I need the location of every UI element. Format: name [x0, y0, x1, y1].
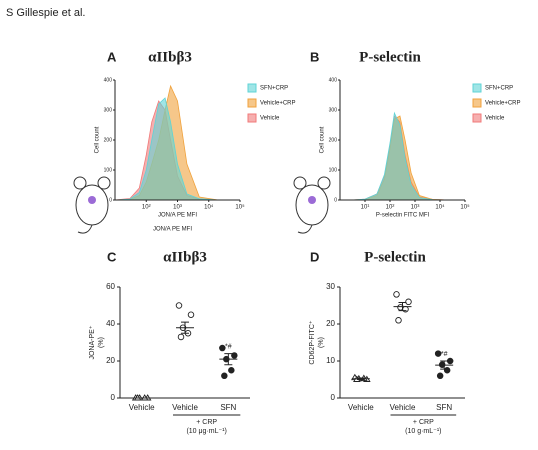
- legend-swatch: [247, 113, 257, 123]
- legend-swatch: [247, 83, 257, 93]
- legend-label: Vehicle+CRP: [260, 101, 296, 107]
- annotation: JON/A PE MFI: [153, 227, 192, 233]
- group-label: + CRP: [413, 419, 434, 426]
- legend-label: SFN+CRP: [485, 86, 513, 92]
- data-point: [177, 333, 185, 341]
- y-axis-label: Cell count: [95, 126, 101, 153]
- data-point: [175, 302, 183, 309]
- x-axis-label: P-selectin FITC MFI: [376, 213, 430, 219]
- y-tick-label: 40: [106, 319, 115, 328]
- data-point: [436, 372, 444, 380]
- mouse-icon: [293, 176, 331, 234]
- y-axis-label: JONA-PE⁺: [89, 325, 96, 359]
- y-axis-label: (%): [318, 337, 325, 348]
- legend-swatch: [472, 98, 482, 108]
- significance: *#: [225, 343, 232, 350]
- y-tick-label: 20: [326, 319, 335, 328]
- y-tick-label: 100: [329, 167, 338, 173]
- data-point: [393, 291, 400, 298]
- x-tick-label: 10⁴: [435, 204, 445, 211]
- panel-label: B: [310, 49, 319, 64]
- x-tick-label: Vehicle: [172, 403, 198, 412]
- chart-title: P-selectin: [359, 49, 421, 65]
- y-tick-label: 0: [331, 393, 336, 402]
- histogram: [351, 111, 448, 201]
- data-point: [395, 317, 402, 324]
- y-tick-label: 30: [326, 282, 335, 291]
- data-point: [228, 367, 235, 374]
- x-tick-label: Vehicle: [348, 403, 374, 412]
- significance: *#: [441, 351, 448, 358]
- y-tick-label: 400: [104, 77, 113, 83]
- mouse-icon: [73, 176, 111, 234]
- panel-label: C: [107, 249, 117, 264]
- x-tick-label: 10⁵: [235, 204, 245, 211]
- data-point: [221, 372, 228, 380]
- x-tick-label: Vehicle: [390, 403, 416, 412]
- data-point: [219, 344, 226, 352]
- data-point: [231, 352, 238, 359]
- x-tick-label: Vehicle: [129, 403, 155, 412]
- y-tick-label: 100: [104, 167, 113, 173]
- group-label: (10 μg·mL⁻¹): [186, 428, 226, 435]
- y-tick-label: 0: [109, 197, 112, 203]
- legend-swatch: [472, 113, 482, 123]
- chart-title: αIIbβ3: [163, 249, 207, 265]
- y-tick-label: 20: [106, 356, 115, 365]
- x-tick-label: 10²: [142, 205, 151, 211]
- y-tick-label: 300: [329, 107, 338, 113]
- y-tick-label: 0: [334, 197, 337, 203]
- x-tick-label: SFN: [220, 403, 236, 412]
- x-tick-label: 10³: [173, 205, 182, 211]
- x-tick-label: 10⁵: [460, 204, 470, 211]
- x-tick-label: 10²: [386, 205, 395, 211]
- error-bar: [181, 321, 189, 334]
- legend-label: Vehicle: [485, 116, 505, 122]
- legend-swatch: [247, 98, 257, 108]
- group-label: (10 g·mL⁻¹): [405, 428, 441, 435]
- chart-title: P-selectin: [364, 249, 426, 265]
- legend-label: SFN+CRP: [260, 86, 288, 92]
- y-tick-label: 300: [104, 107, 113, 113]
- x-axis-label: JON/A PE MFI: [158, 213, 197, 219]
- data-point: [405, 298, 412, 306]
- header: S Gillespie et al.: [6, 7, 85, 19]
- chart-title: αIIbβ3: [148, 49, 192, 65]
- group-label: + CRP: [196, 419, 217, 426]
- legend-label: Vehicle: [260, 116, 280, 122]
- panel-label: A: [107, 49, 117, 64]
- error-bar: [398, 302, 407, 312]
- y-axis-label: Cell count: [320, 126, 326, 153]
- error-bar: [356, 377, 365, 380]
- x-tick-label: 10⁴: [204, 204, 214, 211]
- legend-label: Vehicle+CRP: [485, 101, 521, 107]
- x-tick-label: SFN: [436, 403, 452, 412]
- y-tick-label: 400: [329, 77, 338, 83]
- y-tick-label: 10: [326, 356, 335, 365]
- data-point: [434, 350, 442, 357]
- y-tick-label: 0: [111, 393, 116, 402]
- data-point: [446, 357, 454, 365]
- error-bar: [440, 360, 449, 370]
- panel-label: D: [310, 249, 319, 264]
- y-tick-label: 200: [329, 137, 338, 143]
- histogram: [114, 97, 219, 201]
- x-tick-label: 10¹: [361, 205, 370, 211]
- y-axis-label: CD62P-FITC⁺: [309, 320, 316, 364]
- error-bar: [224, 353, 233, 366]
- data-point: [187, 311, 195, 319]
- y-tick-label: 60: [106, 282, 115, 291]
- legend-swatch: [472, 83, 482, 93]
- y-tick-label: 200: [104, 137, 113, 143]
- y-axis-label: (%): [98, 337, 105, 348]
- data-point: [443, 367, 451, 374]
- x-tick-label: 10³: [411, 205, 420, 211]
